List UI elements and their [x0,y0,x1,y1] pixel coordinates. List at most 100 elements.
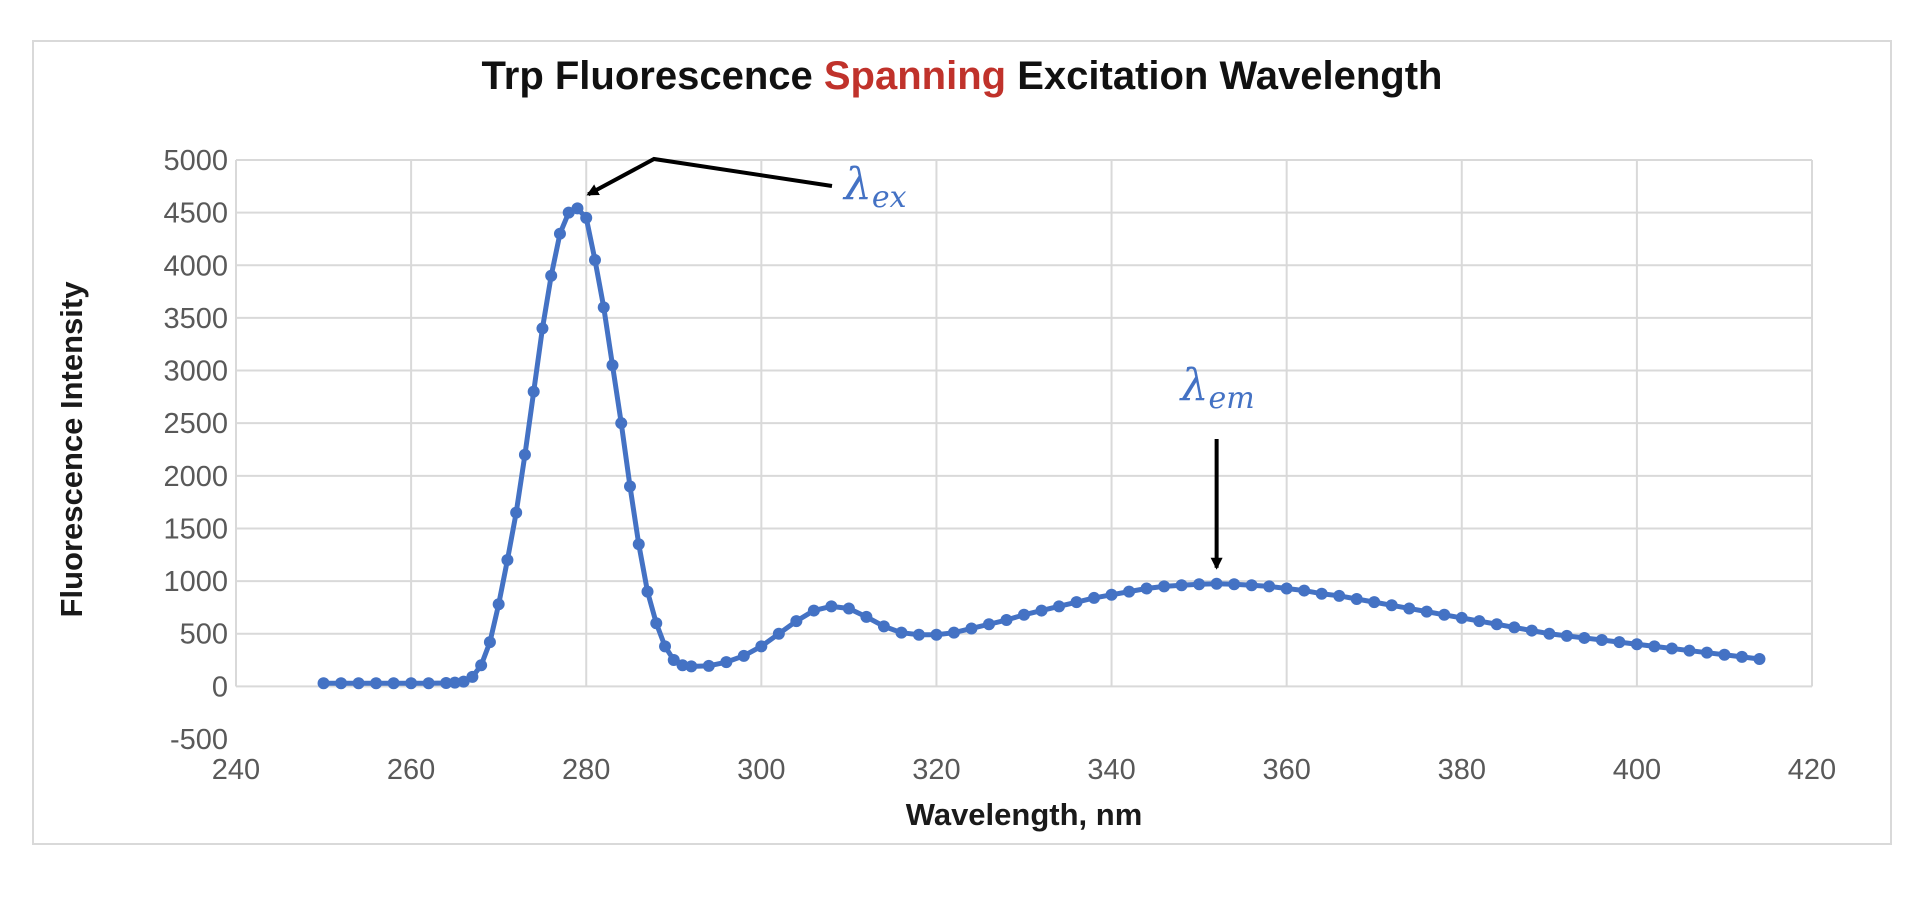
data-point [1613,636,1626,649]
annotations: λex λem [586,156,1255,570]
chart-frame: -500 0 500 1000 1500 2000 2500 3000 3500 4000 4500… [32,40,1892,845]
y-tick-label: 1500 [163,513,228,545]
data-point [510,506,523,519]
x-tick-label: 320 [912,754,960,786]
y-tick-label: 4000 [163,250,228,282]
data-point [982,618,995,631]
data-point [1438,608,1451,621]
data-point [1245,579,1258,592]
data-point [571,202,584,215]
x-tick-label: 300 [737,754,785,786]
data-point [624,480,636,493]
data-point [842,602,855,615]
x-axis-ticks: 240 260 280 300 320 340 360 380 400 420 [212,754,1836,786]
data-point [1035,604,1048,617]
x-tick-label: 400 [1613,754,1661,786]
y-tick-label: 4500 [163,198,228,230]
data-point [737,649,750,662]
data-point [1648,640,1661,653]
y-tick-label: 3500 [163,303,228,335]
data-point [1403,602,1416,615]
emission-label: λem [1179,360,1255,416]
data-point [676,659,689,672]
data-point [1140,582,1153,595]
data-point [772,627,785,640]
y-tick-label: 500 [180,619,228,651]
x-tick-label: 420 [1788,754,1836,786]
data-point [1315,587,1328,600]
y-tick-label: 2500 [163,408,228,440]
y-tick-label: 0 [212,671,228,703]
data-point [632,538,645,551]
data-point [597,301,610,314]
data-point [1753,652,1766,665]
data-point [790,615,803,628]
data-point [1123,585,1136,598]
data-point [466,670,479,683]
x-axis-title: Wavelength, nm [906,797,1143,832]
x-tick-label: 340 [1087,754,1135,786]
data-point [1525,624,1538,637]
data-point [545,269,558,282]
data-point [501,554,514,567]
data-point [1105,588,1118,601]
data-point [685,660,698,673]
data-point [475,659,488,672]
data-point [912,628,925,641]
y-axis-ticks: -500 0 500 1000 1500 2000 2500 3000 3500 4000 4500… [163,145,228,756]
data-point [1630,638,1643,651]
data-point [1543,627,1556,640]
data-point [1193,578,1206,591]
data-point [588,254,601,267]
data-point [1508,621,1521,634]
data-point [1228,578,1241,591]
x-tick-label: 380 [1438,754,1486,786]
data-point [387,677,400,690]
data-point [492,598,505,611]
data-point [352,677,365,690]
data-point [702,659,715,672]
data-point [1070,596,1083,609]
data-point [877,620,890,633]
data-point [1298,584,1311,597]
data-point [1280,582,1293,595]
data-point [457,675,470,688]
y-tick-label: 1000 [163,566,228,598]
data-point [448,676,461,689]
chart-title-part: Excitation Wavelength [1006,54,1442,98]
data-point [606,359,619,372]
data-point [1718,648,1731,661]
data-point [1210,577,1223,590]
data-point [667,654,680,667]
excitation-label: λex [842,159,907,215]
data-point [1560,629,1573,642]
data-point [440,676,453,689]
data-point [335,677,348,690]
data-point [1263,580,1276,593]
data-point [1158,580,1171,593]
data-point [825,600,838,613]
data-point [930,628,943,641]
data-point [1088,591,1101,604]
data-point [947,626,960,639]
data-point [527,385,540,398]
data-point [1175,579,1188,592]
data-point [1368,596,1381,609]
data-point [1683,644,1696,657]
data-point [615,417,628,430]
chart-svg: -500 0 500 1000 1500 2000 2500 3000 3500 4000 4500… [54,54,1836,832]
x-tick-label: 240 [212,754,260,786]
data-point [1735,650,1748,663]
excitation-arrow [586,156,833,197]
data-point [1473,615,1486,628]
data-point [317,677,330,690]
data-point [1000,614,1013,627]
data-point [1333,589,1346,602]
y-tick-label: 2000 [163,461,228,493]
data-point [1455,611,1468,624]
chart-title: Trp Fluorescence Spanning Excitation Wav… [482,54,1443,98]
data-point [405,677,418,690]
data-point [860,610,873,623]
plot-area [317,202,1766,690]
x-tick-label: 280 [562,754,610,786]
